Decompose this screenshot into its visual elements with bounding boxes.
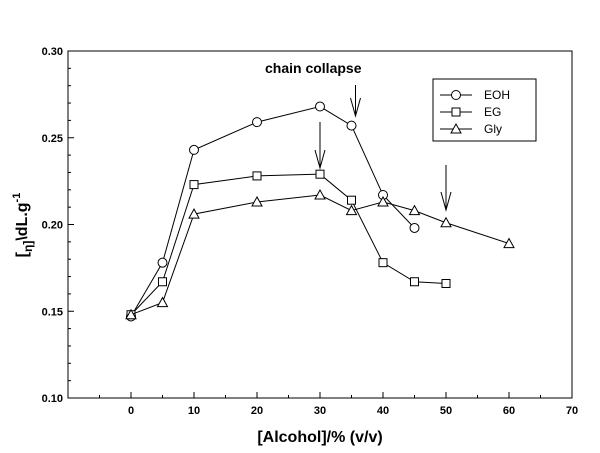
- data-point-eg: [441, 278, 451, 288]
- x-tick-label: 0: [128, 405, 134, 417]
- data-point-gly: [408, 204, 421, 216]
- legend-label-gly: Gly: [484, 122, 502, 136]
- legend-item-eoh: EOH: [440, 88, 510, 102]
- arrow-head: [440, 191, 452, 212]
- legend-marker-eoh: [451, 90, 461, 100]
- data-point-gly: [440, 216, 452, 228]
- data-point-gly: [503, 237, 515, 249]
- y-axis-title-unit: \dL.g: [14, 202, 31, 240]
- series-layer: [125, 101, 515, 322]
- tick-labels: 0 10 20 30 40 50 60 70 0.10 0.15 0.20 0.25 0.30: [42, 46, 579, 417]
- y-tick-label: 0.25: [42, 133, 63, 145]
- x-tick-label: 20: [251, 405, 263, 417]
- arrow-head: [350, 97, 361, 118]
- x-tick-label: 50: [440, 405, 452, 417]
- data-point-eg: [315, 169, 325, 179]
- legend-marker-gly: [450, 122, 462, 134]
- chain-collapse-annotation: chain collapse: [265, 60, 362, 76]
- arrow: [350, 85, 361, 118]
- data-point-gly: [125, 308, 137, 320]
- arrow: [440, 165, 452, 212]
- data-point-eoh: [252, 117, 262, 128]
- y-axis-title: [η]\dL.g-1: [11, 193, 35, 258]
- annotation-arrows: [314, 85, 452, 212]
- x-tick-label: 60: [503, 405, 515, 417]
- x-tick-label: 70: [566, 405, 578, 417]
- data-point-gly: [251, 195, 263, 207]
- data-point-eg: [158, 277, 167, 287]
- series-gly: [125, 188, 515, 320]
- y-axis-title-main: [: [14, 251, 31, 257]
- x-tick-label: 30: [314, 405, 326, 417]
- legend-marker-eg: [451, 107, 461, 117]
- y-tick-label: 0.20: [42, 220, 63, 232]
- x-tick-label: 40: [377, 405, 389, 417]
- data-point-gly: [188, 208, 200, 219]
- data-point-gly: [345, 204, 358, 216]
- y-axis-title-sub: η]: [21, 241, 35, 252]
- data-point-eoh: [157, 257, 168, 268]
- data-point-eg: [347, 195, 356, 205]
- data-point-eg: [252, 171, 262, 181]
- legend-item-eg: EG: [440, 105, 501, 119]
- series-line-eoh: [130, 105, 415, 317]
- data-point-eoh: [315, 101, 325, 112]
- data-point-eg: [410, 277, 419, 287]
- legend: EOH EG Gly: [432, 78, 537, 142]
- arrow: [314, 122, 326, 170]
- ticks: [68, 50, 573, 399]
- x-tick-label: 10: [188, 405, 200, 417]
- legend-item-gly: Gly: [440, 122, 502, 136]
- series-eoh: [126, 101, 420, 322]
- y-tick-label: 0.15: [42, 306, 63, 318]
- legend-label-eoh: EOH: [484, 88, 510, 102]
- data-point-eoh: [409, 222, 420, 233]
- legend-box: [432, 78, 537, 142]
- x-axis-title: [Alcohol]/% (v/v): [257, 429, 382, 446]
- data-point-gly: [377, 195, 389, 207]
- legend-label-eg: EG: [484, 105, 501, 119]
- data-point-eoh: [346, 120, 357, 131]
- y-axis-title-exp: -1: [11, 193, 23, 203]
- y-tick-label: 0.30: [42, 46, 63, 58]
- data-point-eoh: [189, 144, 199, 155]
- arrow-head: [314, 149, 326, 170]
- data-point-gly: [156, 296, 169, 308]
- legend-items: EOH EG Gly: [440, 88, 510, 136]
- series-line-gly: [130, 194, 510, 316]
- y-tick-label: 0.10: [42, 393, 63, 405]
- series-line-eg: [130, 173, 447, 316]
- data-point-gly: [314, 188, 326, 200]
- data-point-eg: [189, 180, 199, 190]
- data-point-eg: [378, 258, 388, 268]
- series-eg: [126, 169, 451, 320]
